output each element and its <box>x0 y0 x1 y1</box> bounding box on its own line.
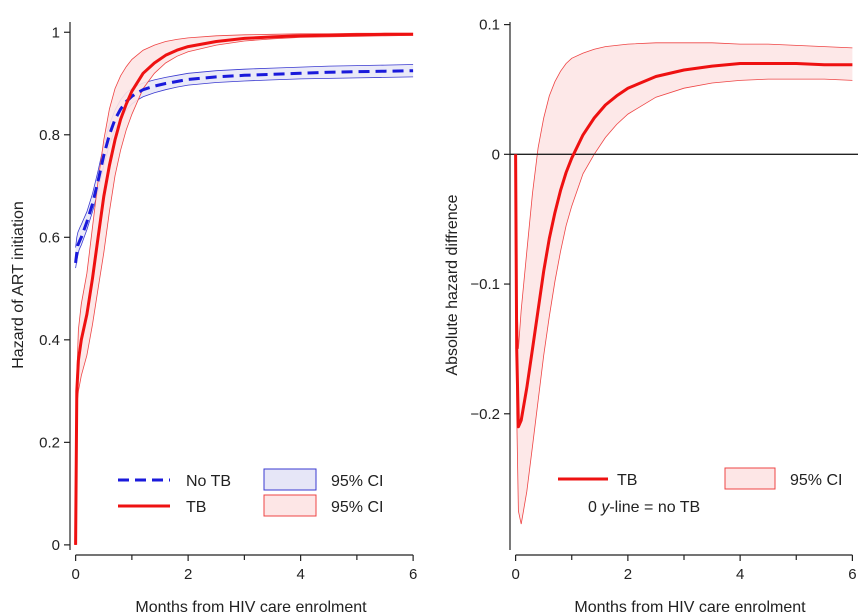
right-x-tick-label-3: 6 <box>848 566 856 583</box>
right-ci-bands <box>515 42 853 525</box>
right-legend: TB 95% CI 0 y-line = no TB <box>558 467 842 516</box>
right-x-tick-label-1: 2 <box>624 566 632 583</box>
left-x-tick-label-2: 4 <box>296 566 304 583</box>
left-x-axis: 0 2 4 6 <box>71 554 417 583</box>
right-lines <box>514 62 853 429</box>
left-x-tick-label-0: 0 <box>71 566 79 583</box>
legend-no-tb-ci-label: 95% CI <box>331 473 383 490</box>
left-lines <box>74 32 414 545</box>
right-x-axis: 0 2 4 6 <box>511 554 857 583</box>
right-x-tick-label-2: 4 <box>736 566 744 583</box>
left-y-tick-label-0: 0 <box>52 537 60 554</box>
legend-tb-label: TB <box>186 499 206 516</box>
left-x-axis-title: Months from HIV care enrolment <box>135 599 367 615</box>
legend-tb-label-right: TB <box>617 472 637 489</box>
left-ci-lower-1 <box>75 34 414 545</box>
left-series-line-0 <box>74 69 414 264</box>
left-y-tick-label-4: 0.8 <box>39 127 60 144</box>
left-x-tick-label-3: 6 <box>409 566 417 583</box>
left-y-tick-label-5: 1 <box>52 24 60 41</box>
left-y-tick-label-2: 0.4 <box>39 332 60 349</box>
left-chart: 0 0.2 0.4 0.6 0.8 1 0 2 4 6 Months from HIV care… <box>10 22 417 615</box>
legend-tb-ci-swatch <box>263 494 317 517</box>
right-series-line-0 <box>514 62 853 429</box>
left-y-axis-title: Hazard of ART initiation <box>10 201 27 369</box>
right-y-axis: −0.2 −0.1 0 0.1 <box>470 17 511 550</box>
right-y-tick-label-1: −0.1 <box>470 276 500 293</box>
left-ci-band-1 <box>75 33 414 545</box>
legend-no-tb-ci-swatch <box>263 468 317 491</box>
right-y-tick-label-2: 0 <box>492 146 500 163</box>
legend-tb-ci-label: 95% CI <box>331 499 383 516</box>
right-y-axis-title: Absolute hazard diffrence <box>444 194 461 375</box>
left-ci-bands <box>75 32 414 545</box>
left-series-line-1 <box>74 32 414 545</box>
right-ci-lower-0 <box>515 78 853 525</box>
legend-reference-note: 0 y-line = no TB <box>588 499 700 516</box>
legend-tb-ci-label-right: 95% CI <box>790 472 842 489</box>
right-x-axis-title: Months from HIV care enrolment <box>574 599 806 615</box>
left-ci-upper-1 <box>75 32 414 545</box>
left-legend: No TB 95% CI TB 95% CI <box>118 468 383 517</box>
right-ci-upper-0 <box>515 42 853 349</box>
right-y-tick-label-3: 0.1 <box>479 17 500 34</box>
right-y-tick-label-0: −0.2 <box>470 406 500 423</box>
right-x-tick-label-0: 0 <box>511 566 519 583</box>
left-x-tick-label-1: 2 <box>184 566 192 583</box>
left-y-tick-label-1: 0.2 <box>39 434 60 451</box>
legend-tb-ci-swatch-right <box>724 467 776 490</box>
left-y-axis: 0 0.2 0.4 0.6 0.8 1 <box>39 22 71 554</box>
right-chart: −0.2 −0.1 0 0.1 0 2 4 6 Months from HIV care e… <box>444 17 858 615</box>
right-ci-band-0 <box>515 42 853 525</box>
legend-no-tb-label: No TB <box>186 473 231 490</box>
left-y-tick-label-3: 0.6 <box>39 229 60 246</box>
